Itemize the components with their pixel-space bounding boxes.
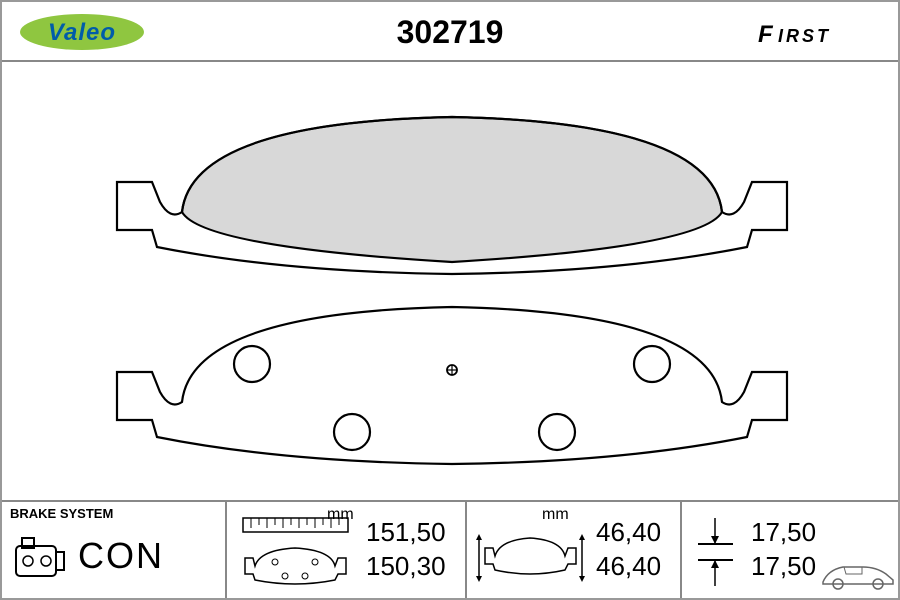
width-cell: mm 151,50 150,30 [227,502,467,598]
height-unit: mm [542,506,569,524]
width-unit: mm [327,506,354,524]
brake-system-label: BRAKE SYSTEM [10,506,113,521]
thickness-bottom: 17,50 [751,550,816,584]
top-pad [117,117,787,274]
height-cell: mm 46,40 46,40 [467,502,682,598]
height-icon [473,510,588,590]
svg-text:F: F [758,21,775,48]
width-top: 151,50 [366,516,446,550]
width-bottom: 150,30 [366,550,446,584]
footer: BRAKE SYSTEM CON mm [2,500,898,598]
svg-text:IRST: IRST [778,26,831,46]
height-top: 46,40 [596,516,661,550]
caliper-icon [8,528,70,590]
bottom-pad [117,307,787,464]
svg-text:Valeo: Valeo [48,19,116,46]
first-logo: F IRST [758,20,868,55]
brake-system-cell: BRAKE SYSTEM CON [2,502,227,598]
thickness-top: 17,50 [751,516,816,550]
thickness-icon [688,510,743,590]
brake-pad-drawing [2,62,900,502]
car-icon [818,552,898,592]
brake-system-value: CON [78,535,164,577]
thickness-cell: 17,50 17,50 [682,502,900,598]
height-bottom: 46,40 [596,550,661,584]
diagram-area [2,62,898,502]
valeo-logo: Valeo [17,12,147,60]
part-number: 302719 [397,14,504,51]
header: Valeo 302719 F IRST [2,2,898,62]
